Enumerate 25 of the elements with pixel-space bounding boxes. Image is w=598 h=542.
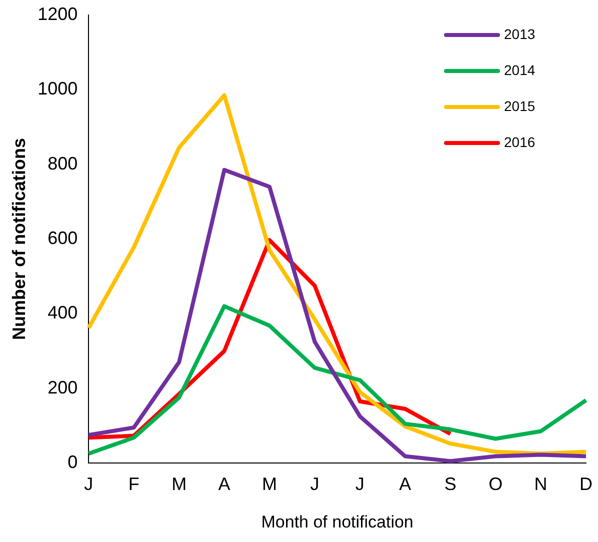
y-tick-label: 600 xyxy=(48,228,78,248)
legend-label: 2014 xyxy=(504,62,536,78)
x-tick-label: M xyxy=(262,474,277,494)
x-tick-label: J xyxy=(355,474,364,494)
y-tick-label: 0 xyxy=(68,452,78,472)
y-tick-label: 1200 xyxy=(38,4,78,24)
x-tick-label: F xyxy=(128,474,140,494)
legend-label: 2013 xyxy=(504,26,536,42)
legend-label: 2015 xyxy=(504,98,536,114)
x-tick-label: J xyxy=(310,474,320,494)
x-tick-label: M xyxy=(172,474,187,494)
x-tick-label: D xyxy=(580,474,592,494)
x-tick-label: A xyxy=(218,474,230,494)
x-tick-label: S xyxy=(444,474,456,494)
x-tick-label: J xyxy=(84,474,94,494)
y-tick-label: 800 xyxy=(48,153,78,174)
x-tick-label: N xyxy=(534,474,548,494)
x-tick-label: A xyxy=(399,474,412,494)
y-tick-label: 1000 xyxy=(38,78,78,99)
y-axis-title: Number of notifications xyxy=(8,138,29,340)
legend-label: 2016 xyxy=(504,134,536,150)
y-tick-label: 400 xyxy=(48,302,78,323)
x-tick-label: O xyxy=(488,474,503,494)
y-tick-label: 200 xyxy=(48,377,78,398)
x-axis-title: Month of notification xyxy=(261,512,414,532)
